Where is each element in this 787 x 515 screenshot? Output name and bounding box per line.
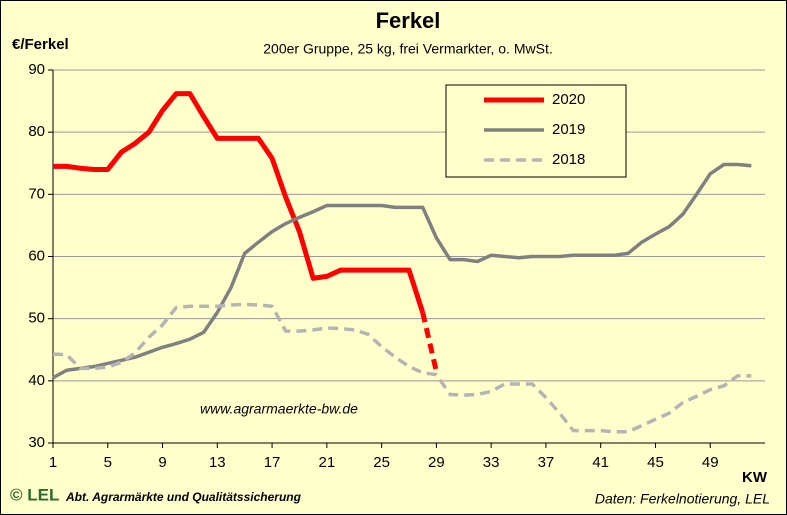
y-tick-label: 50 — [28, 310, 45, 327]
chart-subtitle: 200er Gruppe, 25 kg, frei Vermarkter, o.… — [263, 41, 552, 57]
series-line — [52, 302, 752, 434]
x-tick-label: 29 — [428, 454, 445, 471]
y-tick-label: 30 — [28, 434, 45, 451]
legend-label: 2018 — [552, 151, 585, 168]
x-tick-label: 13 — [209, 454, 226, 471]
y-tick-label: 40 — [28, 372, 45, 389]
x-tick-label: 37 — [538, 454, 555, 471]
x-tick-label: 41 — [592, 454, 609, 471]
x-tick-label: 1 — [49, 454, 57, 471]
footer: Abt. Agrarmärkte und Qualitätssicherung — [65, 490, 302, 504]
legend-label: 2020 — [552, 91, 585, 108]
x-tick-label: 17 — [264, 454, 281, 471]
x-axis-label: KW — [742, 469, 768, 486]
y-tick-label: 60 — [28, 247, 45, 264]
x-tick-label: 21 — [319, 454, 336, 471]
x-tick-label: 9 — [158, 454, 166, 471]
x-tick-label: 5 — [104, 454, 112, 471]
y-tick-label: 80 — [28, 123, 45, 140]
legend-label: 2019 — [552, 121, 585, 138]
chart-title: Ferkel — [376, 8, 441, 33]
series-line — [52, 162, 752, 380]
x-tick-label: 33 — [483, 454, 500, 471]
x-tick-label: 49 — [702, 454, 719, 471]
series-dashed-segment — [420, 311, 439, 373]
annotation: www.agrarmaerkte-bw.de — [200, 401, 358, 417]
logo: © LEL — [10, 485, 59, 504]
y-tick-label: 70 — [28, 185, 45, 202]
y-tick-label: 90 — [28, 61, 45, 78]
x-tick-label: 25 — [373, 454, 390, 471]
source: Daten: Ferkelnotierung, LEL — [595, 491, 770, 507]
series-line — [53, 91, 426, 314]
y-axis-label: €/Ferkel — [12, 36, 69, 53]
x-tick-label: 45 — [647, 454, 664, 471]
